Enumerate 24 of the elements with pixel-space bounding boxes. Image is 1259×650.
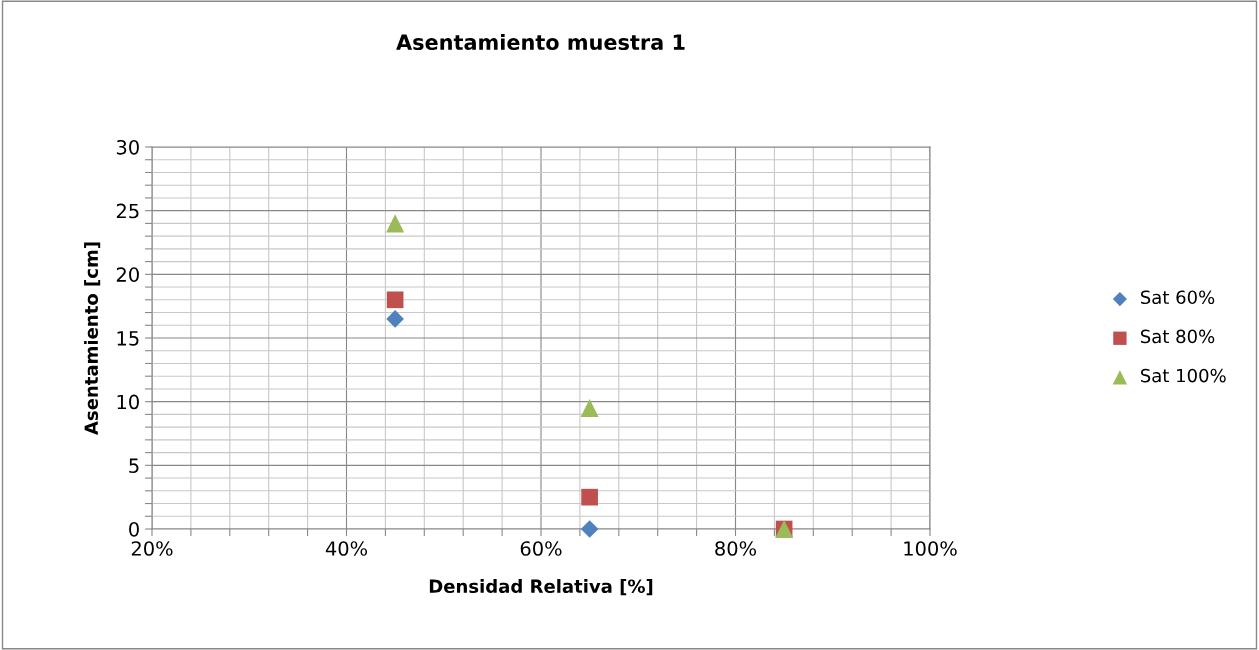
legend-label: Sat 80% <box>1140 329 1215 344</box>
y-tick-label: 25 <box>116 203 139 219</box>
point <box>580 399 599 418</box>
x-axis-title: Densidad Relativa [%] <box>429 579 653 596</box>
legend-label: Sat 100% <box>1140 368 1226 383</box>
y-tick-label: 10 <box>117 394 139 410</box>
y-tick-label: 30 <box>116 139 139 155</box>
x-tick-label: 40% <box>325 541 368 556</box>
legend-label: Sat 60% <box>1140 290 1215 305</box>
point <box>386 310 404 328</box>
point <box>386 214 405 233</box>
y-tick-label: 5 <box>129 458 139 473</box>
x-tick-label: 80% <box>715 541 757 556</box>
chart-title: Asentamiento muestra 1 <box>396 33 685 51</box>
x-tick-label: 20% <box>131 541 173 556</box>
point <box>581 488 598 506</box>
point <box>580 520 599 538</box>
point <box>386 291 404 309</box>
y-tick-label: 20 <box>116 267 139 282</box>
y-tick-label: 15 <box>117 331 139 346</box>
y-axis-title: Asentamiento [cm] <box>84 242 101 435</box>
y-tick-label: 0 <box>129 521 139 537</box>
x-tick-label: 100% <box>904 541 957 556</box>
x-tick-label: 60% <box>520 541 562 556</box>
